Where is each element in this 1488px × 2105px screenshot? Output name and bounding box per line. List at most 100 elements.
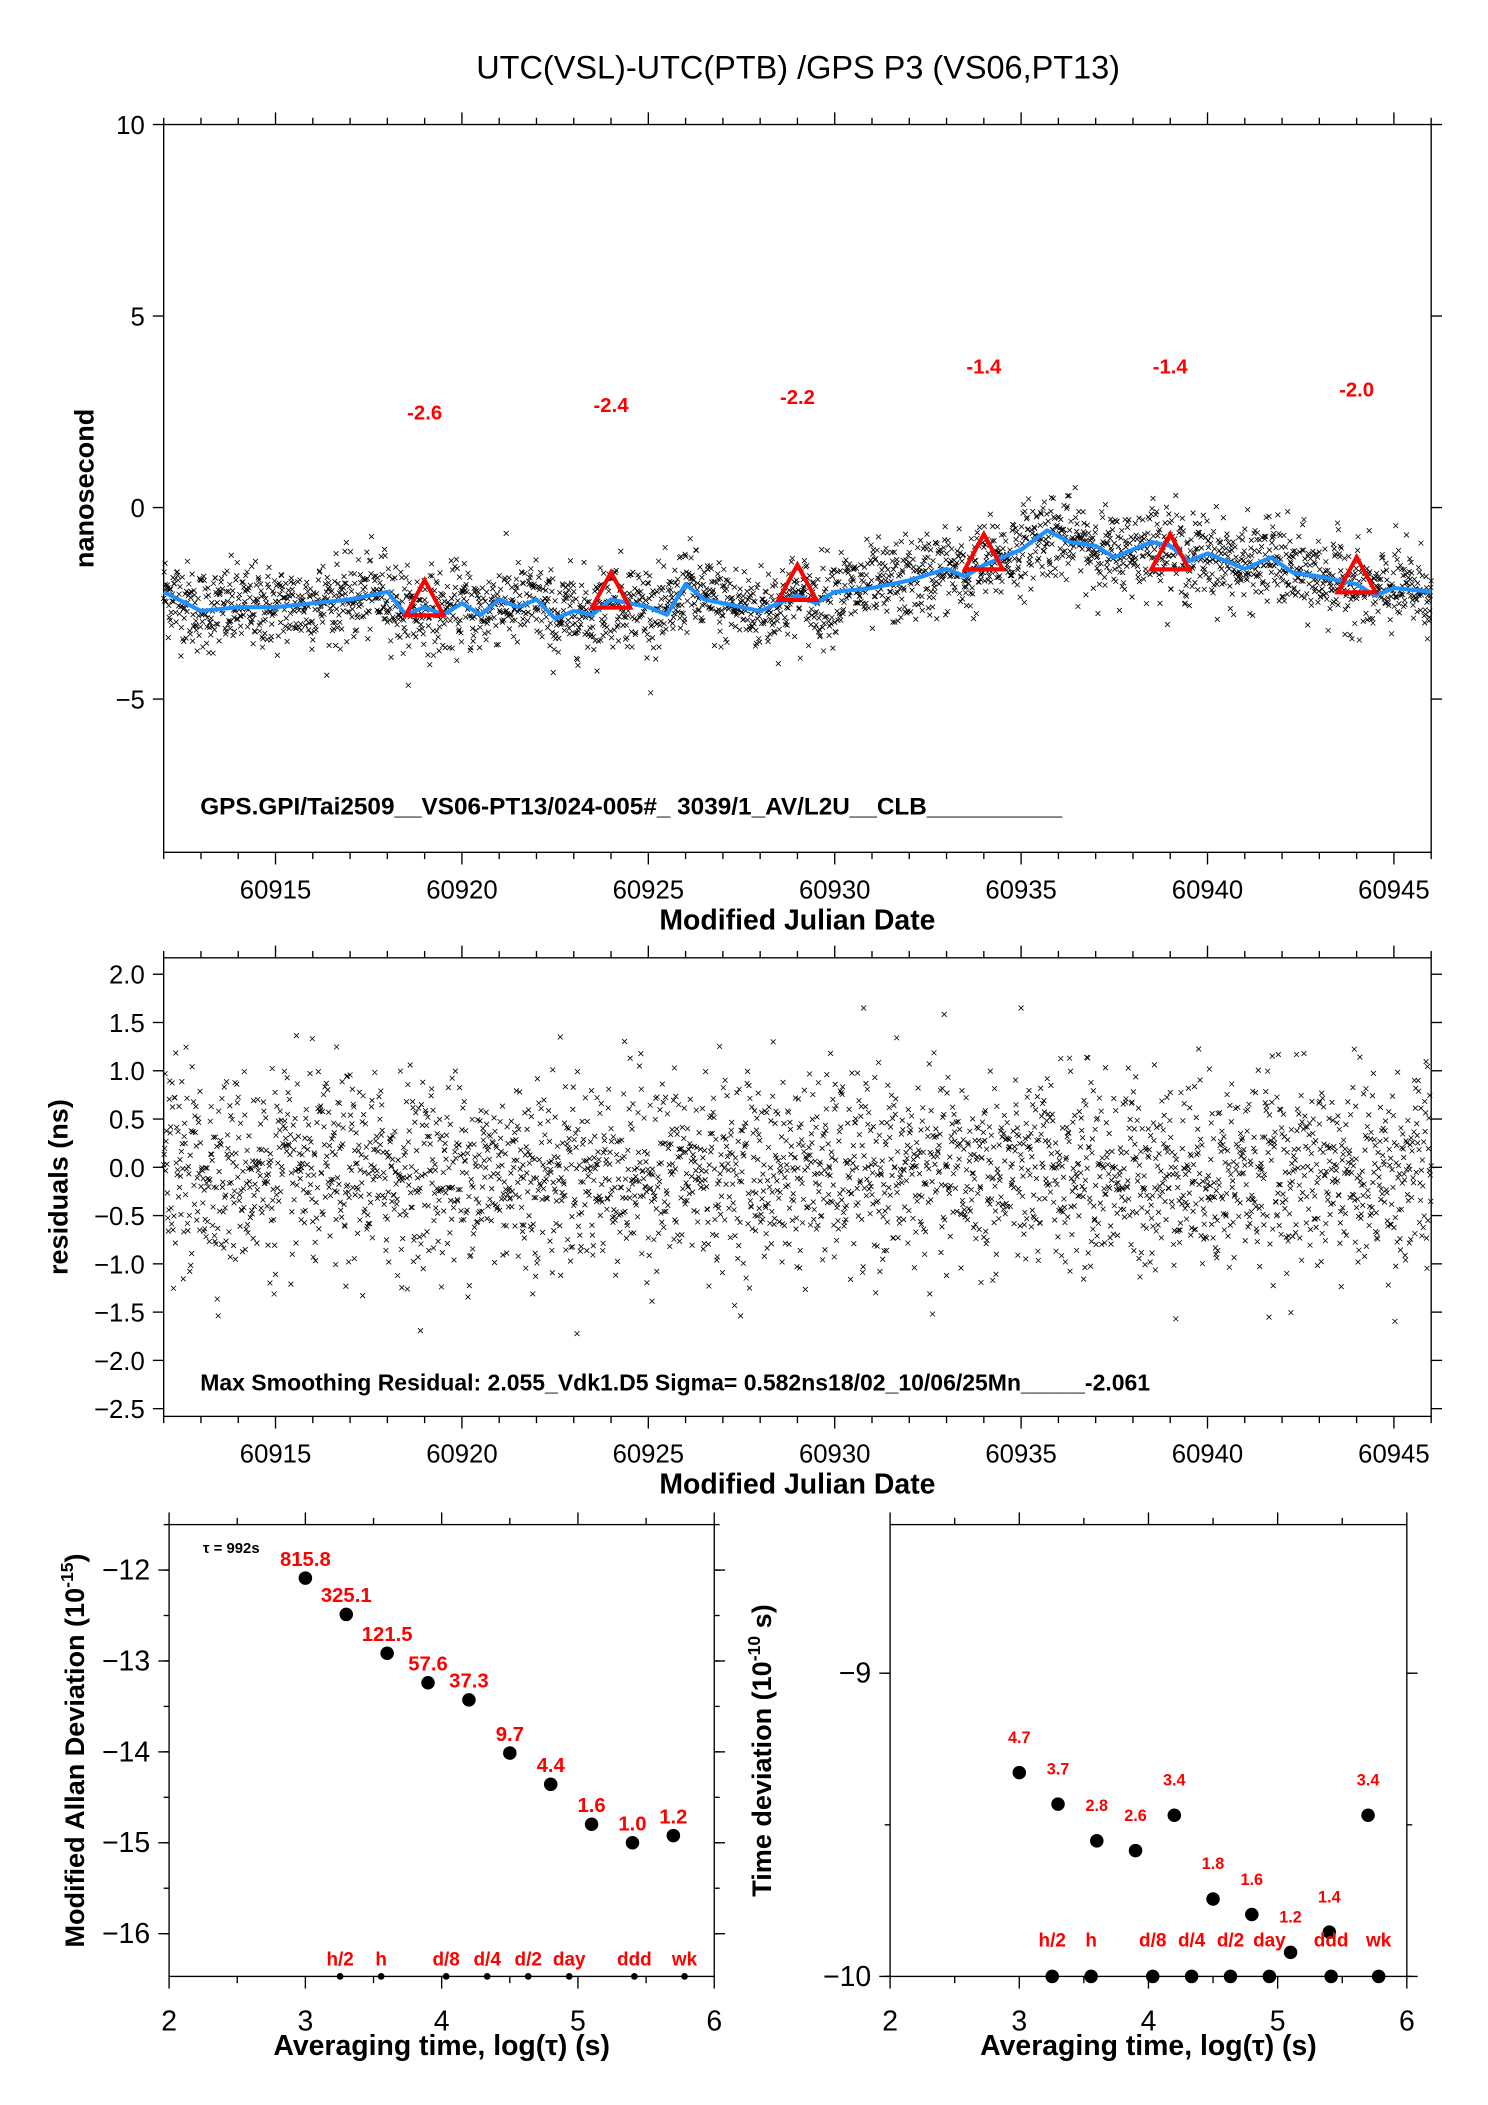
data-point bbox=[976, 524, 983, 531]
data-point bbox=[216, 638, 222, 644]
residual-point bbox=[809, 1116, 816, 1123]
data-point bbox=[340, 585, 347, 591]
data-point bbox=[837, 612, 843, 619]
data-point bbox=[1252, 566, 1259, 572]
data-point bbox=[1029, 530, 1036, 537]
residual-point bbox=[837, 1191, 843, 1197]
data-point bbox=[537, 584, 543, 591]
data-point bbox=[231, 628, 238, 635]
residual-point bbox=[655, 1174, 661, 1180]
data-point bbox=[379, 594, 385, 601]
data-point bbox=[772, 577, 778, 584]
residual-point bbox=[643, 1188, 650, 1195]
data-point bbox=[242, 599, 248, 605]
data-point bbox=[1103, 540, 1110, 546]
data-point bbox=[1210, 590, 1216, 596]
data-point bbox=[824, 613, 830, 620]
data-point bbox=[514, 584, 520, 591]
residual-point bbox=[621, 1038, 628, 1045]
residual-point bbox=[293, 1240, 299, 1246]
data-point bbox=[973, 610, 980, 617]
data-point bbox=[813, 609, 820, 615]
residual-point bbox=[1089, 1150, 1095, 1156]
data-point bbox=[168, 609, 174, 616]
data-point bbox=[407, 593, 414, 600]
residual-point bbox=[674, 1126, 680, 1132]
residual-point bbox=[635, 1109, 641, 1116]
y-tick-label: −1.0 bbox=[94, 1251, 145, 1279]
data-point bbox=[1291, 548, 1298, 554]
residual-point bbox=[987, 1068, 994, 1074]
residual-point bbox=[613, 1151, 620, 1158]
data-point bbox=[1308, 597, 1314, 604]
data-point bbox=[694, 580, 701, 586]
residual-point bbox=[432, 1167, 439, 1173]
residual-point bbox=[1004, 1119, 1010, 1126]
data-point bbox=[640, 593, 646, 599]
residual-point bbox=[499, 1103, 506, 1109]
data-point bbox=[864, 536, 870, 542]
data-point bbox=[1140, 553, 1146, 559]
data-point bbox=[413, 617, 420, 623]
residual-point bbox=[747, 1198, 754, 1204]
residual-point bbox=[1073, 1247, 1080, 1254]
data-point bbox=[380, 605, 387, 611]
residual-point bbox=[241, 1068, 248, 1075]
data-point bbox=[1279, 593, 1285, 600]
residual-point bbox=[602, 1176, 609, 1182]
data-point bbox=[1035, 543, 1041, 549]
data-point bbox=[456, 626, 462, 633]
residual-point bbox=[430, 1245, 437, 1251]
data-point bbox=[249, 563, 255, 570]
data-point bbox=[333, 550, 339, 557]
residual-point bbox=[566, 1135, 572, 1142]
data-point bbox=[1237, 575, 1244, 582]
residual-point bbox=[352, 1192, 358, 1198]
residual-point bbox=[637, 1159, 643, 1166]
data-point bbox=[327, 605, 333, 611]
residual-point bbox=[413, 1109, 419, 1116]
residual-point bbox=[379, 1127, 385, 1134]
data-point bbox=[244, 569, 250, 575]
residual-point bbox=[595, 1149, 601, 1155]
residual-point bbox=[745, 1190, 752, 1197]
data-point bbox=[613, 567, 619, 574]
residual-point bbox=[654, 1094, 660, 1100]
residual-point bbox=[782, 1240, 789, 1247]
data-point bbox=[165, 634, 172, 641]
residual-point bbox=[761, 1253, 768, 1259]
data-point bbox=[1072, 484, 1078, 491]
residual-point bbox=[540, 1185, 547, 1192]
residual-point bbox=[770, 1093, 776, 1100]
data-point bbox=[688, 602, 695, 608]
data-point bbox=[1116, 607, 1123, 614]
residual-point bbox=[320, 1091, 327, 1098]
data-point bbox=[1026, 557, 1033, 563]
residual-point bbox=[363, 1144, 370, 1150]
residual-point bbox=[1100, 1206, 1106, 1212]
residual-point bbox=[894, 1148, 901, 1155]
data-point bbox=[610, 644, 616, 650]
residual-point bbox=[603, 1157, 610, 1163]
data-point bbox=[282, 595, 288, 601]
residual-point bbox=[469, 1246, 476, 1252]
residual-point bbox=[1027, 1172, 1033, 1178]
residual-point bbox=[219, 1184, 226, 1190]
residual-point bbox=[950, 1209, 956, 1215]
data-point bbox=[361, 577, 368, 583]
residual-point bbox=[679, 1124, 686, 1131]
residual-point bbox=[557, 1034, 563, 1040]
residual-point bbox=[235, 1134, 242, 1141]
data-point bbox=[1032, 548, 1039, 555]
data-point bbox=[317, 568, 323, 574]
residual-point bbox=[382, 1175, 388, 1182]
data-point bbox=[416, 597, 423, 603]
data-point bbox=[341, 573, 347, 580]
data-point bbox=[421, 597, 428, 603]
data-point bbox=[811, 581, 817, 587]
residual-point bbox=[664, 1111, 671, 1117]
data-point bbox=[300, 597, 306, 603]
data-point bbox=[701, 601, 708, 608]
data-point bbox=[584, 599, 590, 605]
data-point bbox=[1289, 590, 1296, 596]
